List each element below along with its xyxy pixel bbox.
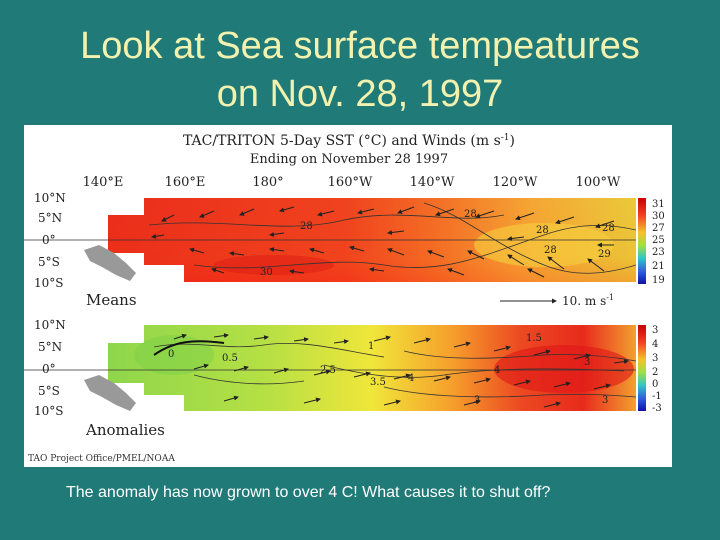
figure-title-line-2: Ending on November 28 1997: [250, 152, 448, 167]
contour-label: 0: [168, 349, 174, 360]
contour-label: 1.5: [526, 333, 542, 344]
lat-label: 5°S: [38, 384, 60, 398]
lon-label: 160°W: [328, 175, 373, 190]
means-latitude-labels: 10°N 5°N 0° 5°S 10°S: [34, 191, 66, 290]
longitude-labels: 140°E 160°E 180° 160°W 140°W 120°W 100°W: [83, 175, 621, 190]
anomaly-colorbar: [638, 325, 646, 411]
colorbar-tick: 3: [652, 325, 658, 336]
means-warm-pool: [214, 255, 334, 275]
lat-label: 10°N: [34, 318, 66, 332]
means-colorbar: [638, 198, 646, 284]
colorbar-tick: 30: [652, 211, 665, 222]
colorbar-tick: 25: [652, 235, 665, 246]
contour-label: 3: [474, 395, 480, 406]
anomaly-latitude-labels: 10°N 5°N 0° 5°S 10°S: [34, 318, 66, 418]
lon-label: 140°W: [410, 175, 455, 190]
anomaly-colorbar-ticks: 3 4 3 2 0 -1 -3: [652, 325, 662, 414]
sst-figure: TAC/TRITON 5-Day SST (°C) and Winds (m s…: [24, 125, 672, 467]
colorbar-tick: -1: [652, 391, 662, 402]
lat-label: 5°N: [38, 211, 62, 225]
new-guinea-landmass: [84, 245, 136, 281]
lon-label: 120°W: [493, 175, 538, 190]
colorbar-tick: -3: [652, 403, 662, 414]
means-contours: [148, 202, 637, 274]
anomalies-label: Anomalies: [85, 421, 165, 439]
colorbar-tick: 23: [652, 247, 665, 258]
figure-title-line-1: TAC/TRITON 5-Day SST (°C) and Winds (m s…: [183, 133, 515, 149]
contour-label: 29: [598, 249, 611, 260]
contour-label: 28: [300, 221, 313, 232]
contour-label: 4: [408, 373, 414, 384]
title-line-2: on Nov. 28, 1997: [216, 73, 504, 115]
anomaly-contours: [153, 342, 637, 398]
new-guinea-landmass-anomaly: [84, 375, 136, 411]
anomaly-west-cool: [134, 335, 214, 375]
lon-label: 100°W: [576, 175, 621, 190]
contour-label: 30: [260, 267, 273, 278]
lon-label: 140°E: [83, 175, 124, 190]
anomaly-contour-labels: 0 0.5 1 1.5 2.5 3.5 4 3 3 4 3: [168, 333, 608, 406]
contour-label: 28: [602, 223, 615, 234]
lon-label: 160°E: [165, 175, 206, 190]
means-panel: 28 30 28 28 28 29 28 10°N 5°N 0° 5°S 10°…: [24, 191, 665, 290]
lon-label: 180°: [252, 175, 283, 190]
colorbar-tick: 27: [652, 223, 665, 234]
sst-map-svg: TAC/TRITON 5-Day SST (°C) and Winds (m s…: [24, 133, 665, 464]
anomaly-zero-contour: [153, 340, 225, 356]
means-contour-labels: 28 30 28 28 28 29 28: [260, 209, 615, 278]
lat-label: 5°N: [38, 340, 62, 354]
anomalies-panel: 0 0.5 1 1.5 2.5 3.5 4 3 3 4 3 10°N 5°N 0…: [24, 318, 662, 418]
colorbar-tick: 2: [652, 367, 658, 378]
lat-label: 10°S: [34, 404, 64, 418]
contour-label: 3.5: [370, 377, 386, 388]
contour-label: 28: [464, 209, 477, 220]
lat-label: 0°: [42, 362, 56, 376]
contour-label: 0.5: [222, 353, 238, 364]
means-wind-vectors: [151, 206, 615, 278]
contour-label: 2.5: [320, 365, 336, 376]
contour-label: 4: [494, 365, 500, 376]
contour-label: 1: [368, 341, 374, 352]
contour-label: 3: [584, 357, 590, 368]
colorbar-tick: 4: [652, 339, 658, 350]
colorbar-tick: 21: [652, 261, 665, 272]
slide-caption: The anomaly has now grown to over 4 C! W…: [66, 484, 551, 501]
title-line-1: Look at Sea surface tempeatures: [80, 25, 640, 67]
credit-text: TAO Project Office/PMEL/NOAA: [28, 454, 175, 464]
colorbar-tick: 0: [652, 379, 658, 390]
contour-label: 3: [602, 395, 608, 406]
colorbar-tick: 19: [652, 275, 665, 286]
colorbar-tick: 3: [652, 353, 658, 364]
colorbar-tick: 31: [652, 199, 665, 210]
lat-label: 10°S: [34, 276, 64, 290]
lat-label: 5°S: [38, 255, 60, 269]
anomaly-wind-vectors: [173, 333, 629, 408]
means-label: Means: [86, 291, 137, 309]
contour-label: 28: [544, 245, 557, 256]
lat-label: 10°N: [34, 191, 66, 205]
contour-label: 28: [536, 225, 549, 236]
lat-label: 0°: [42, 233, 56, 247]
slide-title: Look at Sea surface tempeatures on Nov. …: [0, 22, 720, 118]
means-colorbar-ticks: 31 30 27 25 23 21 19: [652, 199, 665, 286]
wind-scale-label: 10. m s-1: [562, 293, 614, 308]
